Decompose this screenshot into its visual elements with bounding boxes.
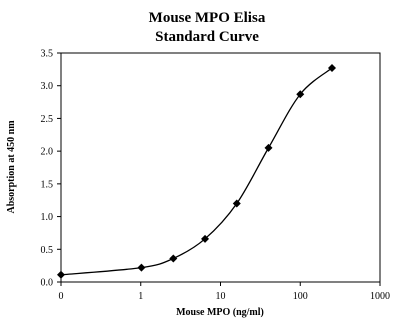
x-tick-label: 100 (293, 291, 308, 302)
x-tick-label: 1000 (370, 291, 390, 302)
series-markers (57, 64, 336, 279)
y-axis: 0.0 0.5 1.0 1.5 2.0 2.5 3.0 3.5 (41, 49, 61, 289)
y-tick-label: 0.5 (41, 245, 54, 256)
y-tick-label: 3.0 (41, 81, 54, 92)
y-tick-label: 3.5 (41, 49, 54, 60)
y-tick-label: 0.0 (41, 278, 54, 289)
data-point-diamond (232, 199, 241, 208)
x-tick-label: 0 (59, 291, 64, 302)
y-tick-label: 2.0 (41, 147, 54, 158)
plot-area-frame (60, 52, 381, 283)
data-point-diamond (57, 270, 65, 279)
y-axis-label: Absorption at 450 nm (6, 120, 17, 214)
data-point-diamond (327, 64, 336, 73)
data-point-diamond (137, 263, 146, 272)
x-tick-label: 1 (138, 291, 143, 302)
x-axis-label: Mouse MPO (ng/ml) (176, 307, 264, 318)
data-point-diamond (201, 234, 210, 243)
y-tick-label: 1.5 (41, 179, 54, 190)
series-line (60, 67, 333, 276)
data-point-diamond (169, 254, 178, 263)
chart-title-line-2: Standard Curve (155, 29, 259, 45)
y-tick-label: 2.5 (41, 114, 54, 125)
data-point-diamond (264, 143, 273, 152)
x-axis: 0 1 10 100 1000 (59, 282, 390, 302)
chart-title-line-1: Mouse MPO Elisa (149, 10, 266, 26)
y-tick-label: 1.0 (41, 212, 54, 223)
x-tick-label: 10 (216, 291, 226, 302)
data-point-diamond (296, 90, 305, 99)
